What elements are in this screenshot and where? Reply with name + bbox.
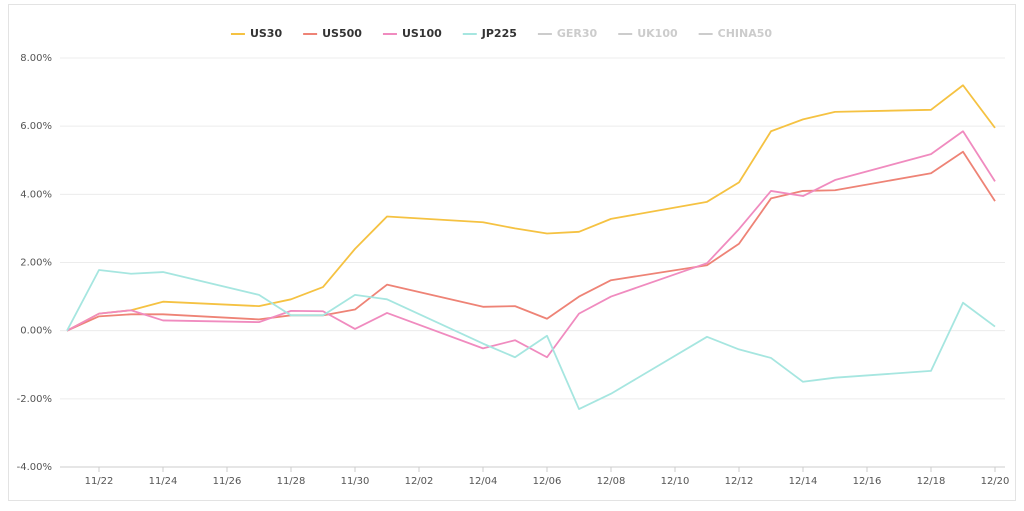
series-line (66, 84, 996, 332)
x-tick-label: 11/22 (85, 476, 114, 487)
y-tick-label: -2.00% (17, 394, 52, 405)
legend-label: CHINA50 (718, 27, 773, 40)
legend-label: GER30 (557, 27, 598, 40)
x-tick-label: 12/16 (853, 476, 882, 487)
x-tick-label: 11/30 (341, 476, 370, 487)
series-line (66, 269, 996, 410)
series-line (66, 150, 996, 332)
y-tick-label: 2.00% (20, 258, 52, 269)
y-tick-label: -4.00% (17, 462, 52, 473)
chart-frame (8, 4, 1016, 501)
series-line (66, 130, 996, 359)
legend-label: US500 (322, 27, 362, 40)
x-tick-label: 12/04 (469, 476, 498, 487)
x-tick-label: 12/18 (917, 476, 946, 487)
y-tick-label: 0.00% (20, 326, 52, 337)
x-tick-label: 12/12 (725, 476, 754, 487)
x-tick-label: 12/06 (533, 476, 562, 487)
x-tick-label: 11/28 (277, 476, 306, 487)
x-tick-label: 11/26 (213, 476, 242, 487)
legend-label: US30 (250, 27, 283, 40)
y-tick-label: 8.00% (20, 53, 52, 64)
legend-label: JP225 (481, 27, 517, 40)
x-tick-label: 12/08 (597, 476, 626, 487)
x-tick-label: 12/10 (661, 476, 690, 487)
x-tick-label: 12/20 (981, 476, 1010, 487)
x-tick-label: 12/02 (405, 476, 434, 487)
legend-label: US100 (402, 27, 442, 40)
x-tick-label: 11/24 (149, 476, 178, 487)
x-tick-label: 12/14 (789, 476, 818, 487)
y-tick-label: 6.00% (20, 121, 52, 132)
y-tick-label: 4.00% (20, 189, 52, 200)
legend-label: UK100 (637, 27, 678, 40)
